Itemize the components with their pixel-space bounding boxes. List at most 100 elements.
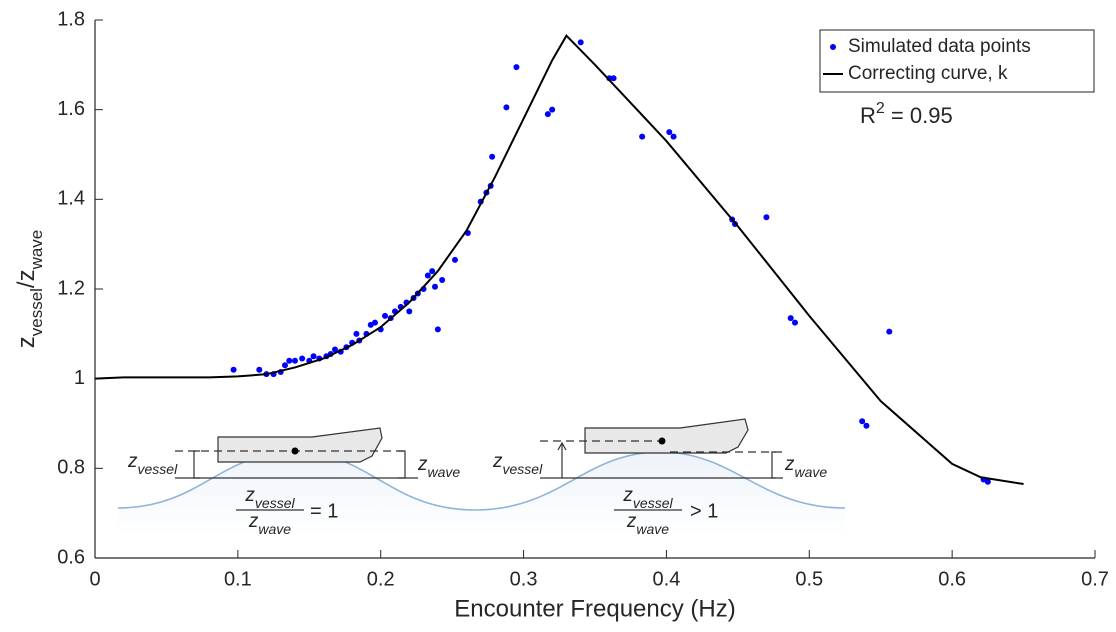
data-point — [639, 133, 646, 140]
text-part: z — [492, 451, 503, 472]
inset-diagrams — [117, 418, 846, 535]
vessel-center — [291, 447, 299, 455]
rich-text: zvessel — [622, 485, 673, 511]
text-part: z — [13, 336, 40, 348]
data-point — [886, 328, 893, 335]
text-part: z — [626, 511, 637, 532]
y-tick-label: 1.6 — [57, 98, 85, 120]
data-point — [513, 64, 520, 71]
data-point — [424, 272, 431, 279]
rich-text: zwave — [626, 511, 669, 537]
rich-text: zwave — [248, 511, 291, 537]
x-tick-label: 0.4 — [653, 568, 681, 590]
text-part: vessel — [138, 461, 179, 477]
bracket — [193, 450, 200, 479]
data-point — [282, 362, 288, 369]
rich-text: zwave — [417, 454, 460, 480]
bracket — [398, 450, 406, 479]
y-tick-label: 1.2 — [57, 277, 85, 299]
data-point — [286, 357, 293, 364]
text-part: wave — [636, 521, 669, 537]
data-point — [256, 366, 263, 373]
y-tick-label: 0.8 — [57, 457, 85, 479]
rich-text: zvessel — [244, 485, 295, 511]
text-part: z — [622, 485, 633, 506]
data-point — [310, 353, 317, 360]
data-point — [429, 268, 436, 275]
legend-marker — [830, 44, 836, 50]
legend-box — [819, 29, 1095, 93]
y-tick-label: 1.4 — [57, 188, 85, 210]
text-part: z — [248, 511, 259, 532]
data-point — [489, 153, 496, 160]
data-point — [863, 422, 870, 429]
rich-text: zwave — [784, 454, 827, 480]
x-tick-label: 0.2 — [367, 568, 395, 590]
data-point — [787, 315, 794, 322]
data-point — [503, 104, 510, 111]
text-part: vessel — [503, 461, 544, 477]
vessel-center — [658, 437, 666, 445]
x-axis-title: Encounter Frequency (Hz) — [454, 595, 735, 622]
data-point — [432, 283, 438, 290]
x-tick-label: 0.3 — [510, 568, 538, 590]
data-point — [610, 75, 617, 82]
data-point — [406, 308, 413, 315]
rich-text: R2 = 0.95 — [860, 100, 953, 128]
text-part: vessel — [27, 288, 46, 336]
y-tick-label: 1.8 — [57, 8, 85, 30]
data-point — [230, 366, 237, 373]
data-point — [439, 277, 446, 284]
data-point — [984, 478, 991, 485]
legend-label: Simulated data points — [848, 36, 1031, 57]
data-point — [544, 111, 551, 118]
curve — [94, 34, 1024, 486]
bracket — [771, 451, 776, 479]
x-tick-label: 0 — [89, 568, 100, 590]
data-point — [577, 39, 584, 46]
vessel — [584, 418, 749, 454]
y-tick-label: 1 — [74, 367, 85, 389]
data-point — [792, 319, 798, 326]
y-tick-label: 0.6 — [57, 546, 85, 568]
data-point — [859, 418, 866, 425]
wave-fill — [118, 452, 475, 535]
data-point — [452, 256, 458, 263]
x-tick-label: 0.5 — [795, 568, 823, 590]
data-point — [299, 355, 306, 362]
data-point — [763, 214, 770, 221]
x-tick-label: 0.1 — [224, 568, 252, 590]
x-tick-label: 0.6 — [938, 568, 966, 590]
data-point — [670, 133, 677, 140]
inset-relation: > 1 — [690, 500, 718, 522]
text-part: z — [244, 485, 255, 506]
inset-relation: = 1 — [310, 500, 338, 522]
data-point — [353, 330, 360, 337]
text-part: z — [417, 454, 428, 475]
text-part: 2 — [876, 100, 885, 117]
data-point — [666, 129, 673, 136]
text-part: z — [784, 454, 795, 475]
text-part: wave — [795, 464, 828, 480]
rich-text: zvessel/zwave — [13, 230, 46, 349]
text-part: wave — [258, 521, 291, 537]
data-point — [382, 312, 388, 319]
text-part: wave — [428, 464, 461, 480]
text-part: R — [860, 103, 876, 128]
text-part: vessel — [633, 495, 674, 511]
data-point — [434, 326, 441, 333]
text-part: z — [127, 451, 138, 472]
data-point — [549, 106, 556, 113]
text-part: wave — [27, 230, 46, 271]
text-part: = 0.95 — [885, 103, 953, 128]
wave-fill — [475, 452, 845, 535]
rich-text: zvessel — [127, 451, 178, 477]
legend-label: Correcting curve, k — [848, 63, 1008, 84]
data-point — [372, 319, 378, 326]
data-point — [292, 357, 298, 364]
data-point — [332, 346, 338, 353]
x-tick-label: 0.7 — [1081, 568, 1109, 590]
text-part: /z — [13, 269, 40, 288]
vessel — [217, 427, 383, 463]
